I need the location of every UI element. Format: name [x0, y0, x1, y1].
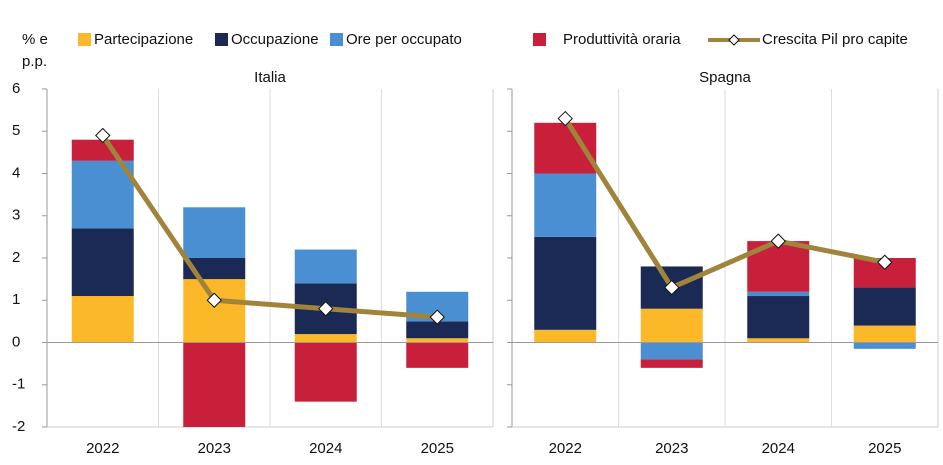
line-marker [206, 292, 222, 308]
line-marker [429, 309, 445, 325]
bar [853, 287, 916, 326]
y-axis-label: p.p. [22, 53, 47, 70]
bar [71, 228, 134, 297]
bar [534, 236, 597, 330]
bar [71, 160, 134, 229]
y-tick-label: 4 [12, 164, 20, 181]
bar [747, 296, 810, 339]
bar [640, 359, 703, 368]
y-tick-label: -1 [12, 376, 25, 393]
bar [406, 342, 469, 368]
x-tick-label: 2023 [655, 440, 688, 457]
bar [183, 279, 246, 343]
x-tick-label: 2023 [198, 440, 231, 457]
plot-area [71, 139, 469, 427]
y-tick-label: 6 [12, 80, 20, 97]
line [563, 117, 886, 291]
legend-item: Partecipazione [78, 31, 193, 48]
legend-swatch [78, 33, 91, 46]
x-tick-label: 2022 [86, 440, 119, 457]
legend-swatch [330, 33, 343, 46]
legend-label: Ore per occupato [346, 31, 462, 48]
legend-label: Crescita Pil pro capite [762, 31, 908, 48]
bar [640, 342, 703, 360]
line-marker [770, 233, 786, 249]
plot-area [534, 122, 916, 368]
line-marker [557, 110, 573, 127]
panel-title: Italia [254, 69, 286, 86]
bar [294, 342, 357, 402]
line-marker [95, 127, 111, 144]
bar [640, 308, 703, 343]
legend-item: Ore per occupato [330, 31, 462, 48]
x-tick-label: 2024 [762, 440, 795, 457]
line-marker [664, 279, 680, 296]
x-tick-label: 2025 [421, 440, 454, 457]
bar [294, 249, 357, 284]
bar [747, 291, 810, 297]
legend-label: Produttività oraria [563, 31, 681, 48]
y-tick-label: 1 [12, 291, 20, 308]
bar [534, 173, 597, 237]
legend-label: Partecipazione [94, 31, 193, 48]
legend-item: Crescita Pil pro capite [708, 31, 908, 48]
x-tick-label: 2025 [868, 440, 901, 457]
line-marker [877, 254, 893, 270]
bar [747, 338, 810, 343]
y-tick-label: 2 [12, 249, 20, 266]
legend-item: Produttività oraria [533, 31, 681, 48]
x-tick-label: 2022 [549, 440, 582, 457]
x-tick-label: 2024 [309, 440, 342, 457]
panel-title: Spagna [699, 69, 751, 86]
bar [183, 342, 246, 427]
y-tick-label: 5 [12, 122, 20, 139]
line-marker [318, 300, 334, 317]
legend-label: Occupazione [231, 31, 319, 48]
line [100, 134, 438, 320]
y-axis-label: % e [22, 31, 48, 48]
legend-item: Occupazione [215, 31, 319, 48]
bar [406, 321, 469, 339]
y-tick-label: 3 [12, 207, 20, 224]
bar [183, 207, 246, 258]
legend-swatch [533, 33, 546, 46]
bar [406, 338, 469, 343]
bar [534, 329, 597, 343]
legend-marker [728, 34, 740, 46]
bar [534, 122, 597, 174]
legend-swatch [215, 33, 228, 46]
y-tick-label: 0 [12, 333, 20, 350]
bar [71, 296, 134, 343]
bar [294, 334, 357, 343]
y-tick-label: -2 [12, 418, 25, 435]
bar [853, 325, 916, 343]
bar [853, 342, 916, 349]
